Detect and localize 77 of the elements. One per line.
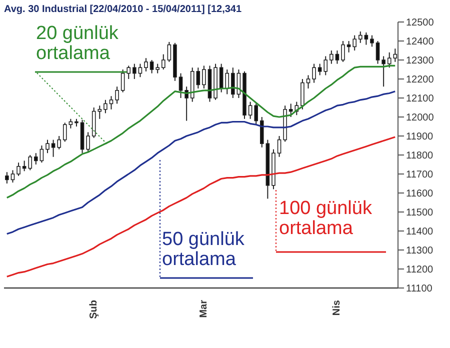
y-tick-label: 12000 <box>406 112 434 124</box>
candlestick <box>5 172 9 184</box>
y-tick-label: 11200 <box>406 264 434 276</box>
candlestick <box>254 103 258 126</box>
candlestick <box>138 63 142 78</box>
candlestick <box>126 65 131 80</box>
y-tick-label: 11600 <box>406 188 434 200</box>
candlestick <box>324 56 328 76</box>
y-tick-label: 12300 <box>406 56 434 67</box>
candlestick <box>98 105 102 120</box>
candlestick <box>86 132 90 153</box>
y-tick-label: 11500 <box>406 208 434 219</box>
candlestick <box>62 122 67 142</box>
y-tick-label: 12100 <box>406 94 434 105</box>
candlestick <box>28 154 32 171</box>
candlestick <box>34 152 38 165</box>
candlestick <box>364 32 368 46</box>
text: 50 günlük ortalama <box>162 229 244 270</box>
candlestick <box>109 96 114 110</box>
candlestick <box>144 58 148 72</box>
text: 20 günlük ortalama <box>36 23 120 64</box>
candlestick <box>115 86 119 104</box>
candlestick <box>120 69 125 93</box>
candlestick <box>318 63 322 76</box>
candlestick <box>104 99 108 114</box>
candlestick <box>312 63 316 84</box>
candlestick <box>178 72 183 98</box>
candlestick <box>376 40 380 64</box>
candlestick <box>196 67 200 89</box>
candlestick <box>68 118 73 129</box>
line-series <box>6 136 396 278</box>
x-tick-label: Şub <box>88 300 100 319</box>
candlestick <box>16 162 20 176</box>
series-label: 100 günlük ortalama <box>279 198 373 239</box>
candlestick <box>150 60 154 74</box>
candlestick <box>393 48 398 62</box>
y-tick-label: 11700 <box>406 170 434 181</box>
candlestick <box>341 40 345 62</box>
y-tick-label: 11800 <box>406 150 434 162</box>
candlestick <box>370 34 374 48</box>
candlestick <box>167 41 172 62</box>
candlestick <box>306 74 310 89</box>
candlestick <box>57 136 61 150</box>
y-tick-label: 11100 <box>406 284 433 295</box>
line-series <box>6 64 396 199</box>
candlestick <box>202 65 206 89</box>
candlestick <box>231 67 235 98</box>
y-tick-label: 12500 <box>406 18 434 29</box>
y-tick-label: 12200 <box>406 74 434 86</box>
candlestick <box>300 78 304 110</box>
candlestick <box>46 139 50 154</box>
candlestick <box>161 54 166 70</box>
y-tick-label: 11400 <box>406 226 434 238</box>
candlestick <box>382 56 386 88</box>
candlestick <box>260 116 264 148</box>
candlestick <box>387 52 392 68</box>
candlestick <box>352 34 356 51</box>
candlestick <box>335 50 340 64</box>
candlestick <box>51 139 56 158</box>
candlestick <box>22 160 26 172</box>
candlestick <box>225 69 230 95</box>
candlestick <box>277 136 282 158</box>
candlestick <box>358 31 362 44</box>
y-tick-label: 11900 <box>406 132 434 143</box>
candlestick <box>10 170 15 184</box>
candlestick <box>132 63 136 80</box>
candlestick <box>288 103 293 118</box>
candlestick <box>40 145 44 164</box>
y-tick-label: 12400 <box>406 36 434 48</box>
candlestick <box>330 50 334 64</box>
candlestick <box>248 101 252 120</box>
chart-title: Avg. 30 Industrial [22/04/2010 - 15/04/2011] [12,341 <box>4 4 242 15</box>
y-tick-label: 11300 <box>406 246 434 257</box>
x-tick-label: Mar <box>198 300 210 318</box>
candlestick <box>346 40 351 53</box>
candlestick <box>156 63 160 74</box>
x-tick-label: Nis <box>332 300 343 316</box>
